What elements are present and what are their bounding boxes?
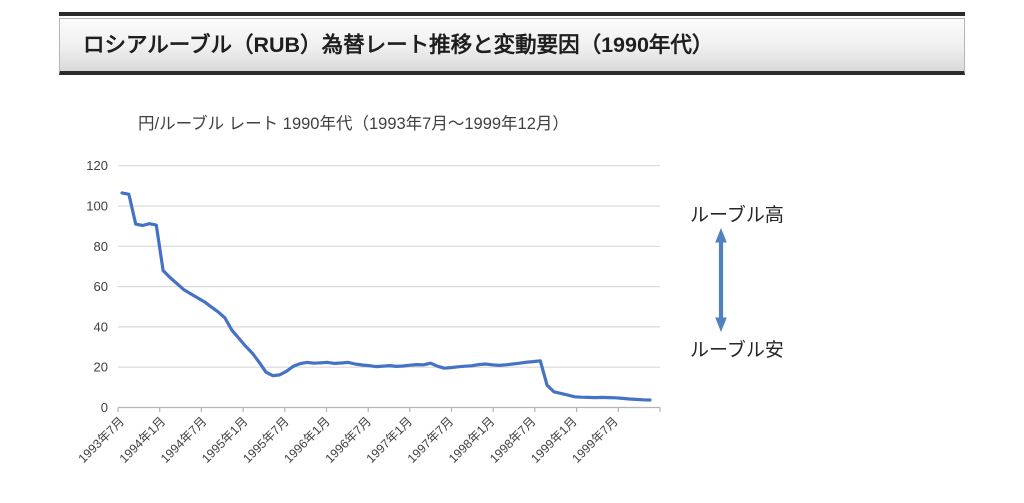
y-tick-label: 20 bbox=[94, 360, 108, 375]
page-title: ロシアルーブル（RUB）為替レート推移と変動要因（1990年代） bbox=[83, 33, 714, 57]
chart-title: 円/ルーブル レート 1990年代（1993年7月～1999年12月） bbox=[138, 115, 569, 133]
annotation-ruble-low: ルーブル安 bbox=[690, 340, 784, 361]
page-title-bar: ロシアルーブル（RUB）為替レート推移と変動要因（1990年代） bbox=[59, 12, 965, 75]
y-tick-label: 80 bbox=[94, 239, 108, 254]
series-line bbox=[120, 191, 652, 402]
up-down-arrow-icon bbox=[715, 228, 727, 332]
y-tick-label: 0 bbox=[101, 400, 108, 415]
annotation-ruble-high: ルーブル高 bbox=[690, 205, 784, 226]
y-tick-label: 100 bbox=[86, 199, 108, 214]
page-title-bar-inner: ロシアルーブル（RUB）為替レート推移と変動要因（1990年代） bbox=[59, 18, 965, 75]
y-tick-label: 60 bbox=[94, 279, 108, 294]
y-tick-label: 120 bbox=[86, 158, 108, 173]
y-tick-label: 40 bbox=[94, 319, 108, 334]
